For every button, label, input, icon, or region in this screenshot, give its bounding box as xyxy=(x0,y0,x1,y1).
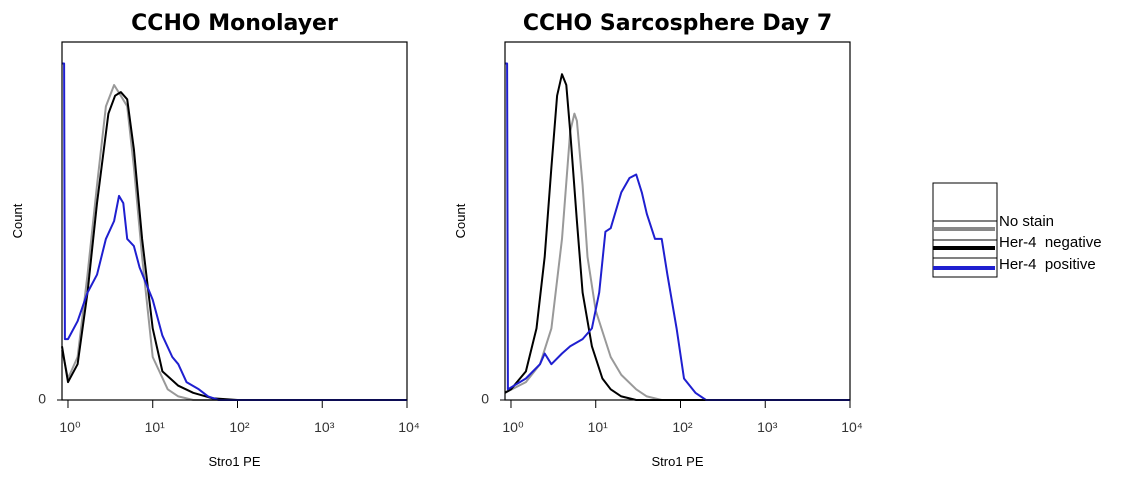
data-line xyxy=(504,112,850,401)
x-tick-label: 10² xyxy=(229,419,250,435)
data-line xyxy=(505,62,850,401)
x-tick-label: 10⁰ xyxy=(502,419,524,435)
x-axis-label: Stro1 PE xyxy=(651,454,703,469)
legend-label: Her-4 positive xyxy=(999,256,1096,273)
data-line xyxy=(61,91,407,401)
x-tick-label: 10³ xyxy=(757,419,778,435)
x-axis-label: Stro1 PE xyxy=(208,454,260,469)
y-tick-label: 0 xyxy=(38,391,46,407)
x-tick-label: 10¹ xyxy=(588,419,609,435)
x-tick-label: 10² xyxy=(672,419,693,435)
x-tick-label: 10⁴ xyxy=(841,419,863,435)
x-tick-label: 10⁰ xyxy=(59,419,81,435)
chart-title: CCHO Monolayer xyxy=(131,11,338,36)
plot-frame xyxy=(504,41,851,401)
y-tick-label: 0 xyxy=(481,391,489,407)
legend-label: No stain xyxy=(999,213,1054,230)
legend-label: Her-4 negative xyxy=(999,234,1102,251)
data-line xyxy=(62,62,407,401)
data-line xyxy=(504,73,850,401)
plot-frame xyxy=(61,41,408,401)
x-tick-label: 10⁴ xyxy=(398,419,420,435)
chart-title: CCHO Sarcosphere Day 7 xyxy=(523,11,832,36)
data-line xyxy=(61,84,407,401)
y-axis-label: Count xyxy=(10,203,25,238)
x-tick-label: 10³ xyxy=(314,419,335,435)
x-tick-label: 10¹ xyxy=(145,419,166,435)
y-axis-label: Count xyxy=(453,203,468,238)
